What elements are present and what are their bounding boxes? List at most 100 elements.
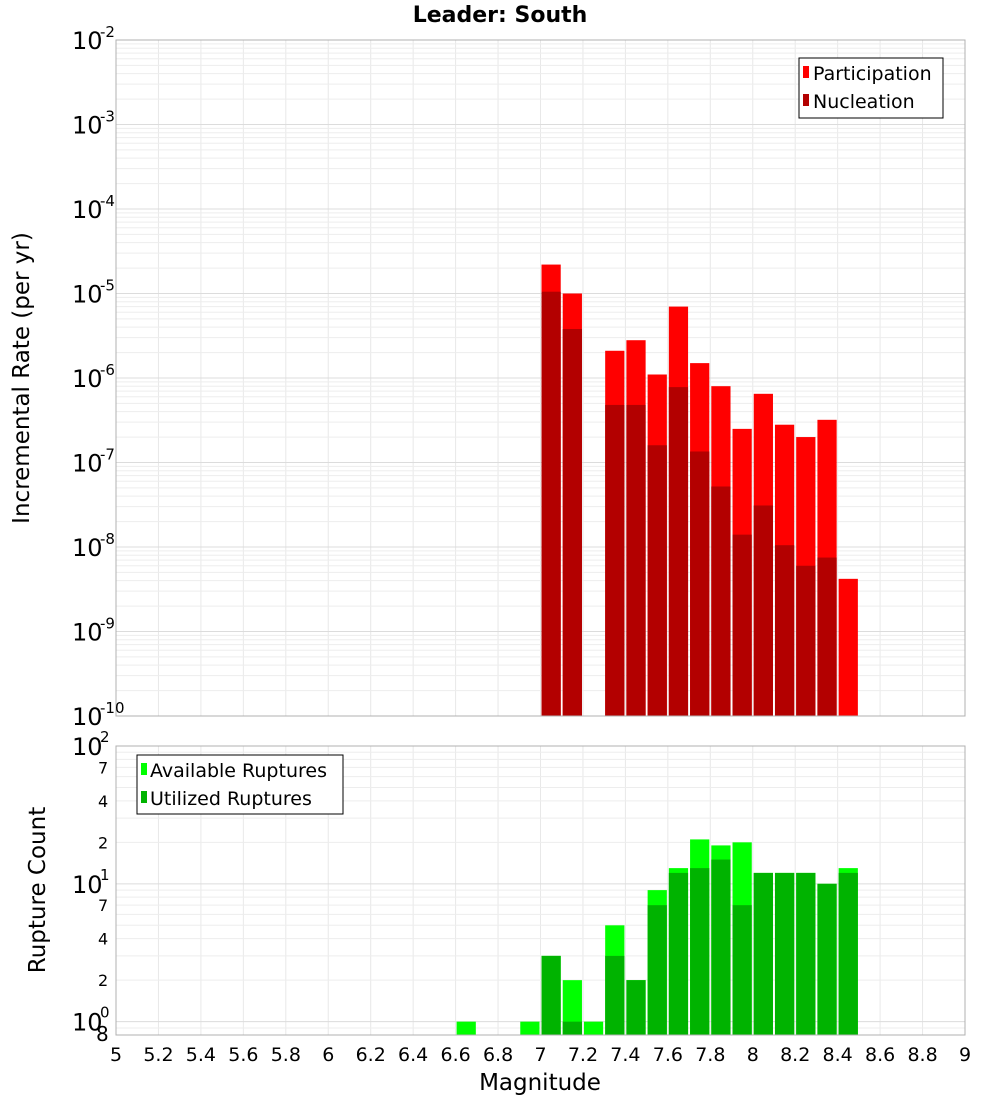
x-tick-label: 8.4 [823,1044,853,1066]
bar-utilized-ruptures [817,883,837,1035]
legend-swatch-nucleation [803,94,809,106]
top-y-tick-exponent: -4 [100,192,115,210]
x-tick-label: 7.2 [568,1044,598,1066]
bar-utilized-ruptures [796,872,816,1035]
bar-nucleation [605,404,625,716]
x-tick-label: 7.4 [610,1044,640,1066]
bottom-y-tick-label: 2 [98,971,108,990]
top-y-tick-label: 10 [72,365,103,393]
top-y-tick-label: 10 [72,281,103,309]
bar-nucleation [711,486,731,716]
bottom-y-tick-label: 2 [98,833,108,852]
x-tick-label: 6.2 [356,1044,386,1066]
x-tick-label: 7 [534,1044,546,1066]
top-y-tick-exponent: -10 [100,699,125,717]
bar-available-ruptures [520,1021,540,1035]
x-tick-label: 7.8 [695,1044,725,1066]
top-y-tick-label: 10 [72,619,103,647]
top-y-tick-exponent: -5 [100,277,115,295]
bar-utilized-ruptures [753,872,773,1035]
top-grid [115,40,966,717]
bottom-y-tick-exponent: 2 [100,728,110,746]
top-legend-box [798,57,944,119]
top-legend: Participation Nucleation [798,57,944,119]
legend-label-utilized-ruptures: Utilized Ruptures [150,788,312,810]
bottom-y-tick-label: 8 [96,1022,109,1046]
top-y-tick-exponent: -7 [100,446,115,464]
top-y-tick-exponent: -6 [100,361,115,379]
bottom-plot-frame [115,745,966,1036]
top-bars [541,264,858,716]
bottom-y-tick-label: 7 [98,758,108,777]
chart-title: Leader: South [413,3,588,28]
bar-utilized-ruptures [541,955,561,1035]
bar-utilized-ruptures [647,905,667,1035]
bar-utilized-ruptures [690,868,710,1035]
x-tick-label: 8.8 [907,1044,937,1066]
legend-label-participation: Participation [813,63,932,85]
bottom-y-tick-exponent: 0 [100,1004,110,1022]
bottom-legend-box [136,754,344,815]
bottom-y-tick-label: 4 [98,792,108,811]
bar-nucleation [796,565,816,716]
x-tick-label: 8.6 [865,1044,895,1066]
legend-label-available-ruptures: Available Ruptures [150,760,327,782]
bar-available-ruptures [456,1021,476,1035]
bar-utilized-ruptures [668,872,689,1035]
top-y-tick-label: 10 [72,534,103,562]
x-tick-label: 5.4 [186,1044,216,1066]
x-tick-labels: 5 5.2 5.4 5.6 5.8 6 6.2 6.4 6.6 6.8 7 7.2 7.4 7.6 7.8 8… [110,1044,971,1066]
bar-utilized-ruptures [626,980,646,1035]
x-tick-label: 5.8 [271,1044,301,1066]
legend-swatch-utilized-ruptures [141,791,147,803]
bar-nucleation [817,557,837,716]
x-tick-label: 6 [322,1044,334,1066]
bar-nucleation [753,505,773,716]
bottom-y-axis-label: Rupture Count [25,807,51,973]
bottom-y-tick-exponent: 1 [100,866,110,884]
x-tick-label: 5.2 [143,1044,173,1066]
top-plot-frame [115,39,966,717]
x-tick-label: 5 [110,1044,122,1066]
legend-swatch-participation [803,66,809,78]
legend-swatch-available-ruptures [141,763,147,775]
x-tick-label: 8 [747,1044,759,1066]
bar-utilized-ruptures [774,872,795,1035]
x-tick-label: 8.2 [780,1044,810,1066]
bottom-legend: Available Ruptures Utilized Ruptures [136,754,344,815]
bar-nucleation [562,329,582,716]
top-y-tick-exponent: -2 [100,23,115,41]
bar-available-ruptures [583,1021,604,1035]
top-y-tick-exponent: -8 [100,530,115,548]
bottom-y-tick-label: 10 [72,733,103,761]
top-y-tick-exponent: -3 [100,108,115,126]
bar-utilized-ruptures [732,905,752,1035]
top-y-tick-label: 10 [72,112,103,140]
bar-nucleation [647,445,667,716]
x-tick-label: 5.6 [228,1044,258,1066]
bar-nucleation [541,291,561,716]
bottom-y-tick-label: 10 [72,871,103,899]
top-y-tick-label: 10 [72,703,103,731]
bar-nucleation [774,545,795,716]
top-y-tick-label: 10 [72,196,103,224]
x-axis-label: Magnitude [479,1070,601,1096]
bar-utilized-ruptures [605,955,625,1035]
bar-available-ruptures [562,980,582,1035]
bar-nucleation [690,451,710,716]
x-tick-label: 7.6 [653,1044,683,1066]
top-y-tick-label: 10 [72,27,103,55]
bar-utilized-ruptures [838,872,858,1035]
top-y-tick-exponent: -9 [100,615,115,633]
bottom-y-tick-label: 7 [98,896,108,915]
x-tick-label: 6.6 [440,1044,470,1066]
top-y-axis-label: Incremental Rate (per yr) [9,232,35,524]
x-tick-label: 6.4 [398,1044,428,1066]
legend-label-nucleation: Nucleation [813,91,915,113]
bar-nucleation [732,534,752,716]
